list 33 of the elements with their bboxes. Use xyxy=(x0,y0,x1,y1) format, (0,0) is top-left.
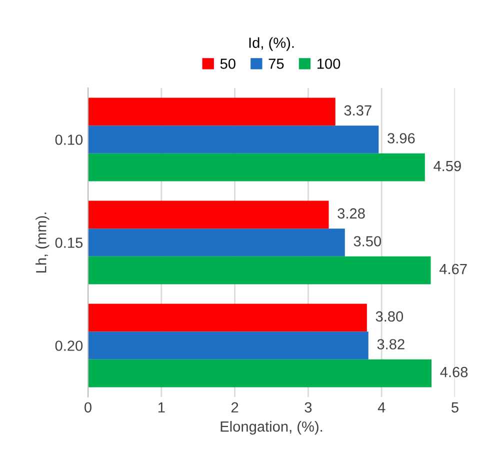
x-tick-label: 2 xyxy=(231,402,238,412)
x-axis-title: Elongation, (%). xyxy=(220,421,322,435)
bar xyxy=(88,359,432,388)
y-tick-label: 0.10 xyxy=(55,134,83,145)
y-tick-label: 0.15 xyxy=(55,238,83,248)
bar xyxy=(88,98,336,126)
legend-label: 75 xyxy=(268,58,284,69)
data-label: 3.82 xyxy=(377,339,404,350)
bar xyxy=(88,256,431,284)
data-label: 3.80 xyxy=(376,311,404,322)
bar xyxy=(88,200,329,229)
data-label: 3.50 xyxy=(354,236,382,246)
bar xyxy=(88,153,425,182)
data-label: 3.37 xyxy=(344,105,372,116)
x-tick-label: 5 xyxy=(452,402,458,413)
x-tick-label: 4 xyxy=(378,402,386,412)
legend-label: 100 xyxy=(318,58,340,69)
bar xyxy=(88,332,368,360)
data-label: 3.96 xyxy=(388,133,415,144)
bar xyxy=(88,304,367,332)
bar xyxy=(88,228,345,256)
x-tick-label: 0 xyxy=(84,402,92,413)
bar xyxy=(88,126,379,154)
x-tick-label: 3 xyxy=(304,402,312,413)
data-label: 4.67 xyxy=(439,264,467,274)
data-label: 4.68 xyxy=(440,366,468,378)
data-label: 4.59 xyxy=(434,160,461,172)
legend-label: 50 xyxy=(220,58,236,69)
legend-title: Id, (%). xyxy=(249,37,294,51)
y-axis-title: Lh, (mm). xyxy=(36,212,50,272)
y-tick-label: 0.20 xyxy=(55,340,83,351)
data-label: 3.28 xyxy=(338,208,365,219)
x-tick-label: 1 xyxy=(158,402,165,412)
